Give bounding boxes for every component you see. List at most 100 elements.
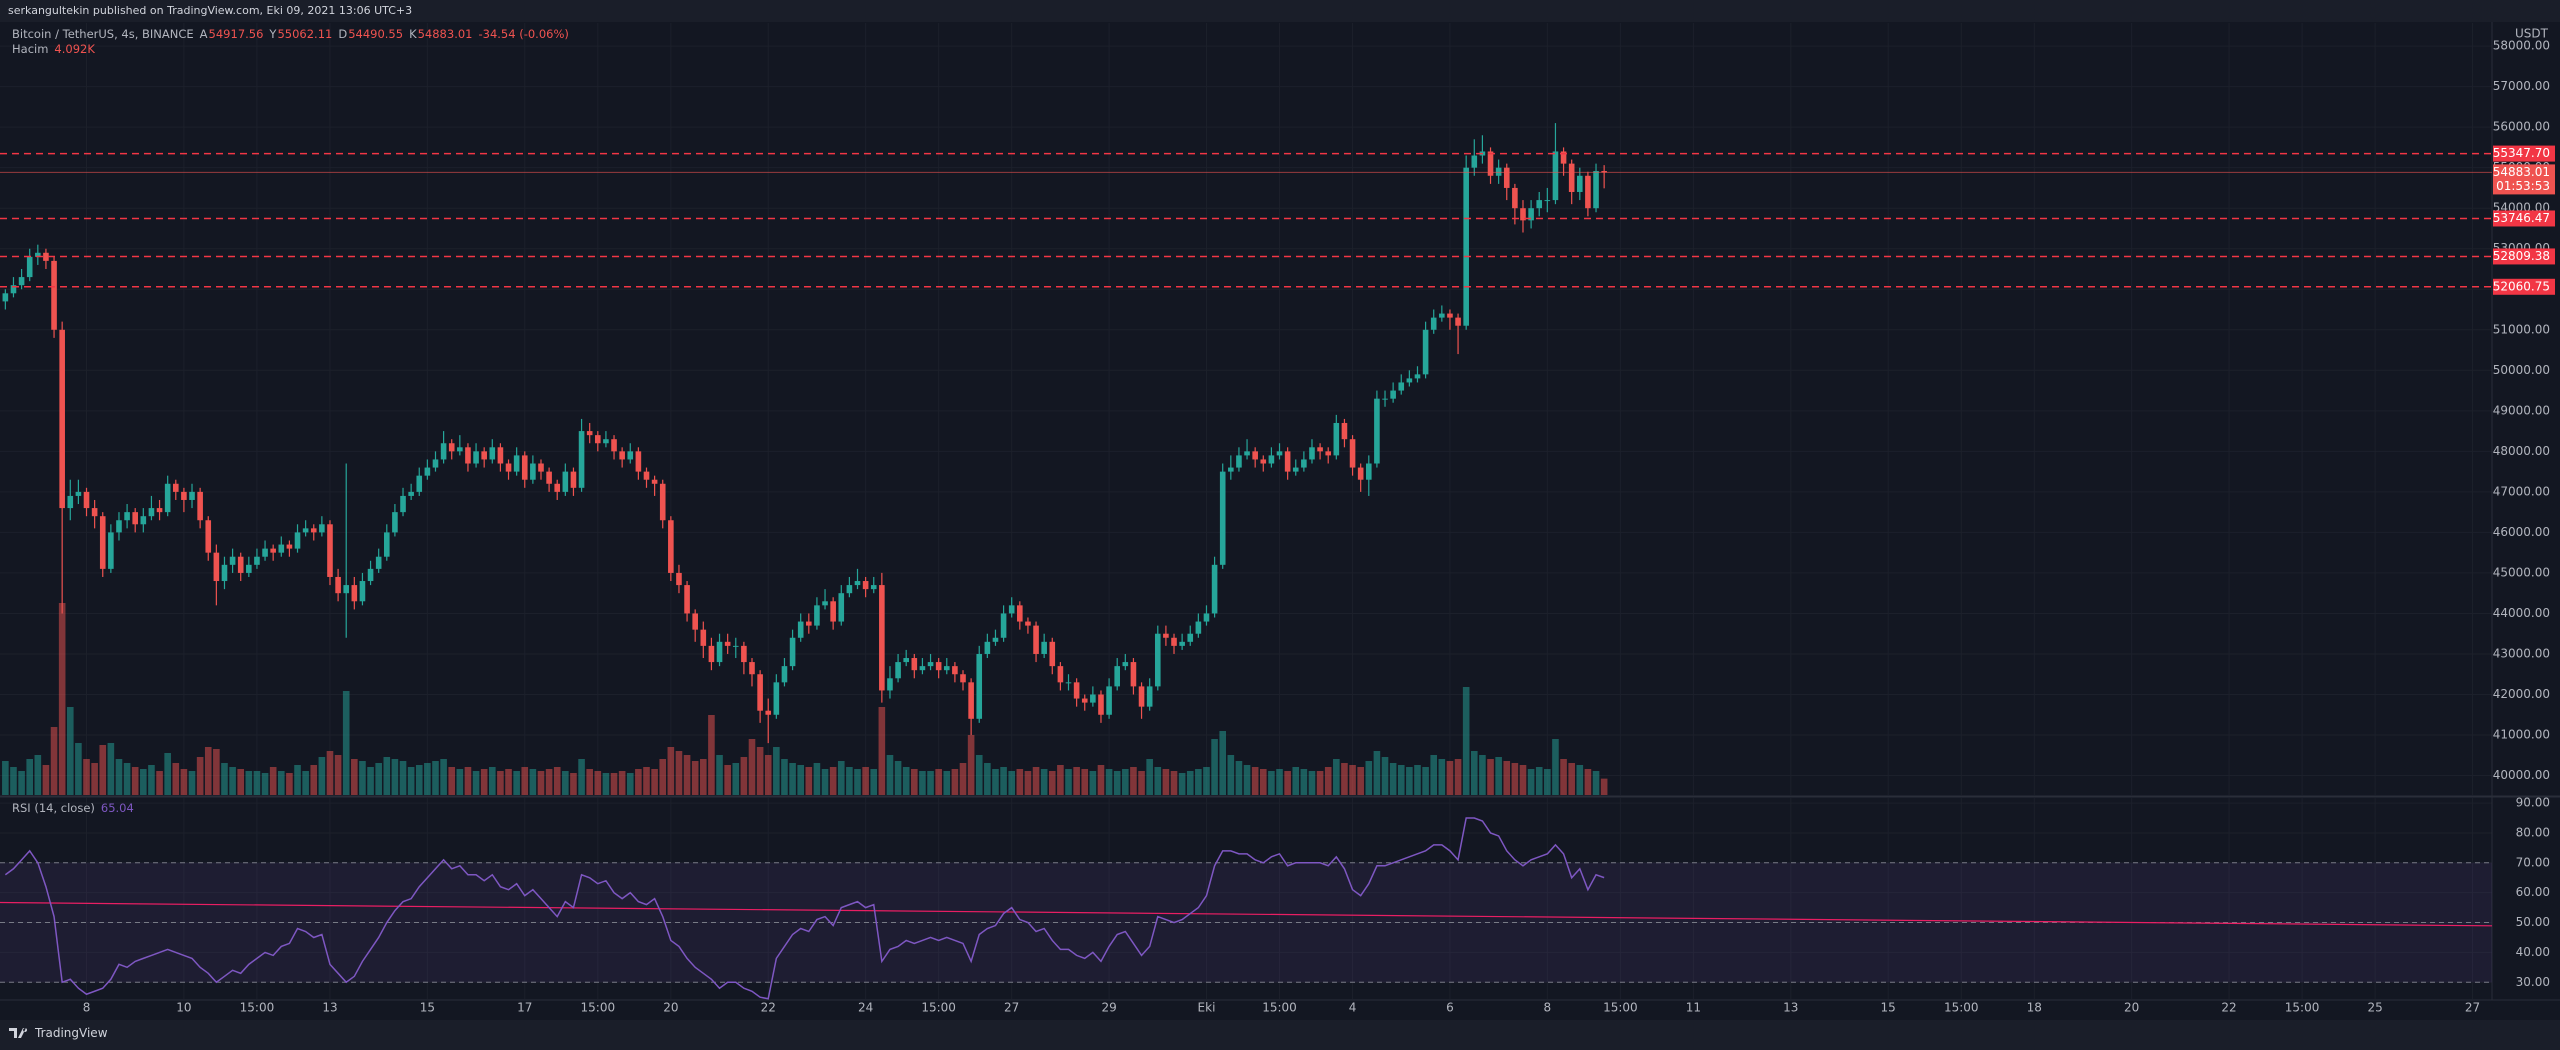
candle-body	[1017, 605, 1023, 622]
volume-bar	[1527, 769, 1535, 795]
candle-body	[676, 572, 682, 586]
candle-body	[505, 463, 512, 472]
volume-bar	[1438, 759, 1446, 795]
volume-bar	[911, 769, 918, 795]
volume-bar	[797, 765, 804, 795]
candle-body	[1309, 447, 1315, 460]
volume-bar	[789, 763, 796, 795]
x-tick-label: 15:00	[1944, 1001, 1979, 1015]
candle-body	[1374, 398, 1380, 464]
x-tick-label: 27	[1004, 1001, 1019, 1015]
rsi-tick-label: 60.00	[2516, 885, 2550, 899]
candle-body	[1317, 447, 1323, 452]
x-tick-label: 20	[663, 1001, 678, 1015]
candle-body	[854, 581, 861, 586]
candle-body	[465, 447, 471, 464]
x-tick-label: 29	[1101, 1001, 1116, 1015]
candle-body	[10, 285, 17, 294]
candle-body	[67, 495, 74, 509]
candle-body	[1252, 451, 1258, 460]
candle-body	[1163, 633, 1169, 638]
candle-body	[643, 471, 650, 480]
y-tick-label: 58000.00	[2493, 39, 2550, 53]
candle-body	[1236, 455, 1242, 468]
candle-body	[1033, 625, 1039, 654]
candle-body	[132, 512, 139, 525]
candle-body	[473, 451, 479, 464]
candle-body	[1284, 451, 1291, 472]
volume-bar	[2, 761, 9, 795]
candle-body	[1057, 666, 1064, 683]
candle-body	[627, 451, 634, 460]
volume-bar	[58, 603, 66, 795]
volume-bar	[1592, 771, 1600, 795]
candle-body	[375, 556, 382, 569]
volume-bar	[99, 745, 107, 795]
candle-body	[1439, 313, 1445, 318]
volume-bar	[1130, 767, 1137, 795]
candle-body	[1154, 633, 1161, 687]
candle-body	[424, 467, 431, 476]
volume-bar	[537, 771, 545, 795]
candle-body	[59, 329, 65, 509]
candle-body	[1171, 637, 1177, 646]
rsi-line	[4, 817, 1605, 1000]
volume-bar	[675, 751, 683, 795]
candle-body	[716, 641, 723, 663]
candle-body	[408, 491, 414, 496]
volume-bar	[708, 715, 715, 795]
volume-bar	[1008, 771, 1016, 795]
volume-bar	[1454, 759, 1462, 795]
candle-body	[984, 641, 991, 654]
legend-letter: A	[199, 27, 208, 41]
candle-body	[286, 544, 293, 549]
y-tick-label: 48000.00	[2493, 444, 2550, 458]
candle-body	[919, 666, 926, 671]
volume-bar	[1122, 769, 1129, 795]
x-tick-label: 20	[2124, 1001, 2139, 1015]
volume-bar	[34, 755, 42, 795]
x-tick-label: 13	[322, 1001, 337, 1015]
candle-body	[35, 252, 41, 257]
candle-body	[51, 260, 57, 330]
x-tick-label: 10	[176, 1001, 191, 1015]
candle-body	[75, 491, 82, 496]
candle-body	[1090, 694, 1096, 703]
candle-body	[546, 471, 552, 484]
candle-body	[521, 455, 528, 480]
candle-body	[181, 491, 187, 500]
legend-pair: D 54490.55	[338, 27, 403, 41]
candle-body	[741, 645, 747, 663]
volume-bar	[204, 747, 212, 795]
candle-body	[1495, 167, 1502, 176]
x-tick-label: 22	[2221, 1001, 2236, 1015]
volume-bar	[488, 767, 496, 795]
candle-body	[140, 516, 147, 525]
volume-bar	[1544, 769, 1551, 795]
candle-body	[943, 666, 950, 671]
candle-body	[497, 447, 504, 464]
candle-body	[554, 483, 561, 492]
volume-bar	[626, 773, 634, 795]
volume-bar	[1552, 739, 1559, 795]
volume-bar	[1365, 761, 1373, 795]
volume-bar	[894, 761, 902, 795]
volume-bar	[716, 755, 723, 795]
candle-body	[148, 508, 155, 517]
candle-body	[1114, 666, 1121, 687]
candle-body	[189, 491, 195, 500]
legend-letter: Y	[269, 27, 277, 41]
volume-bar	[878, 707, 886, 795]
volume-bar	[610, 773, 618, 795]
candle-body	[927, 662, 934, 667]
volume-bar	[1381, 757, 1389, 795]
candle-body	[1455, 317, 1461, 326]
candle-body	[43, 252, 49, 261]
legend-value: 54490.55	[348, 27, 404, 41]
candle-body	[838, 593, 845, 622]
x-tick-label: 11	[1686, 1001, 1701, 1015]
candle-body	[457, 447, 463, 452]
candle-body	[830, 601, 836, 622]
candle-body	[229, 556, 236, 565]
